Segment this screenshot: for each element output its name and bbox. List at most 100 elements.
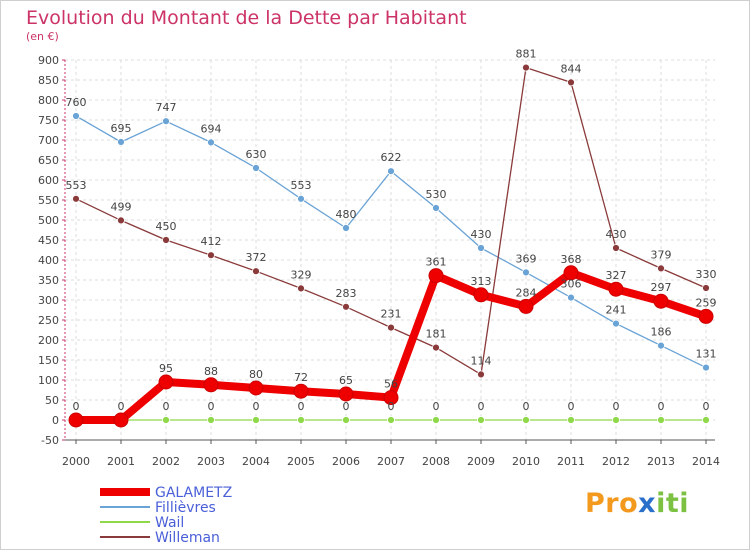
data-point <box>702 284 710 292</box>
data-label: 313 <box>471 275 492 288</box>
data-label: 95 <box>159 362 173 375</box>
data-point <box>117 138 125 146</box>
x-tick-label: 2007 <box>377 455 405 468</box>
data-label: 0 <box>163 400 170 413</box>
data-point <box>657 341 665 350</box>
data-label: 56 <box>384 378 398 391</box>
data-point <box>297 194 305 203</box>
data-label: 530 <box>426 188 447 201</box>
data-point <box>653 293 669 309</box>
x-tick-label: 2008 <box>422 455 450 468</box>
data-point <box>432 416 440 424</box>
data-point <box>158 374 174 390</box>
x-tick-label: 2006 <box>332 455 360 468</box>
y-tick-label: 50 <box>45 394 59 407</box>
data-point <box>428 268 444 284</box>
data-point <box>297 284 305 293</box>
data-point <box>702 416 710 424</box>
y-tick-label: 850 <box>38 74 59 87</box>
data-label: 630 <box>246 148 267 161</box>
data-label: 0 <box>73 400 80 413</box>
y-tick-label: 300 <box>38 294 59 307</box>
y-tick-label: 600 <box>38 174 59 187</box>
data-label: 283 <box>336 287 357 300</box>
data-point <box>252 164 260 172</box>
data-point <box>432 343 440 352</box>
data-label: 369 <box>516 252 537 265</box>
legend-label: Willeman <box>155 530 220 546</box>
y-tick-label: 650 <box>38 154 59 167</box>
chart-title: Evolution du Montant de la Dette par Hab… <box>26 7 467 29</box>
data-point <box>248 380 264 396</box>
data-label: 241 <box>606 304 627 317</box>
data-point <box>698 308 714 324</box>
y-tick-label: 150 <box>38 354 59 367</box>
data-label: 88 <box>204 365 218 378</box>
data-label: 412 <box>201 235 222 248</box>
data-point <box>252 267 260 276</box>
data-point <box>432 204 440 212</box>
legend-label: Wail <box>155 515 184 531</box>
data-label: 372 <box>246 251 267 264</box>
x-tick-label: 2005 <box>287 455 315 468</box>
data-label: 844 <box>561 62 582 75</box>
x-tick-label: 2010 <box>512 455 540 468</box>
data-label: 0 <box>208 400 215 413</box>
data-point <box>563 265 579 281</box>
data-label: 114 <box>471 354 492 367</box>
x-tick-label: 2013 <box>647 455 675 468</box>
legend-label: Fillièvres <box>155 500 216 516</box>
x-tick-label: 2014 <box>692 455 720 468</box>
data-label: 181 <box>426 328 447 341</box>
data-point <box>342 416 350 424</box>
data-label: 499 <box>111 200 132 213</box>
data-label: 361 <box>426 256 447 269</box>
data-point <box>567 416 575 424</box>
data-point <box>567 293 575 302</box>
data-point <box>207 416 215 424</box>
data-label: 0 <box>433 400 440 413</box>
data-label: 0 <box>703 400 710 413</box>
data-label: 131 <box>696 348 717 361</box>
chart-subtitle: (en €) <box>26 30 59 43</box>
y-tick-label: 750 <box>38 114 59 127</box>
data-label: 553 <box>291 179 312 192</box>
y-tick-label: 250 <box>38 314 59 327</box>
data-label: 0 <box>298 400 305 413</box>
data-point <box>297 416 305 424</box>
data-label: 284 <box>516 286 537 299</box>
y-tick-label: 900 <box>38 54 59 67</box>
data-label: 0 <box>253 400 260 413</box>
y-tick-label: 400 <box>38 254 59 267</box>
y-tick-label: 700 <box>38 134 59 147</box>
data-label: 72 <box>294 371 308 384</box>
data-point <box>567 78 575 87</box>
data-label: 330 <box>696 268 717 281</box>
x-tick-label: 2001 <box>107 455 135 468</box>
data-label: 881 <box>516 48 537 61</box>
data-point <box>342 302 350 311</box>
data-label: 694 <box>201 122 222 135</box>
data-point <box>608 281 624 297</box>
x-tick-label: 2009 <box>467 455 495 468</box>
y-tick-label: 550 <box>38 194 59 207</box>
data-label: 0 <box>118 400 125 413</box>
data-label: 379 <box>651 248 672 261</box>
data-label: 553 <box>66 179 87 192</box>
y-tick-label: 800 <box>38 94 59 107</box>
data-label: 0 <box>613 400 620 413</box>
data-point <box>162 117 170 126</box>
data-label: 0 <box>568 400 575 413</box>
data-point <box>72 194 80 203</box>
x-tick-label: 2012 <box>602 455 630 468</box>
data-point <box>387 416 395 424</box>
data-label: 297 <box>651 281 672 294</box>
data-point <box>518 298 534 314</box>
data-label: 0 <box>523 400 530 413</box>
series-group <box>68 63 714 428</box>
data-label: 622 <box>381 151 402 164</box>
data-label: 480 <box>336 208 357 221</box>
data-point <box>207 251 215 260</box>
data-point <box>522 268 530 277</box>
